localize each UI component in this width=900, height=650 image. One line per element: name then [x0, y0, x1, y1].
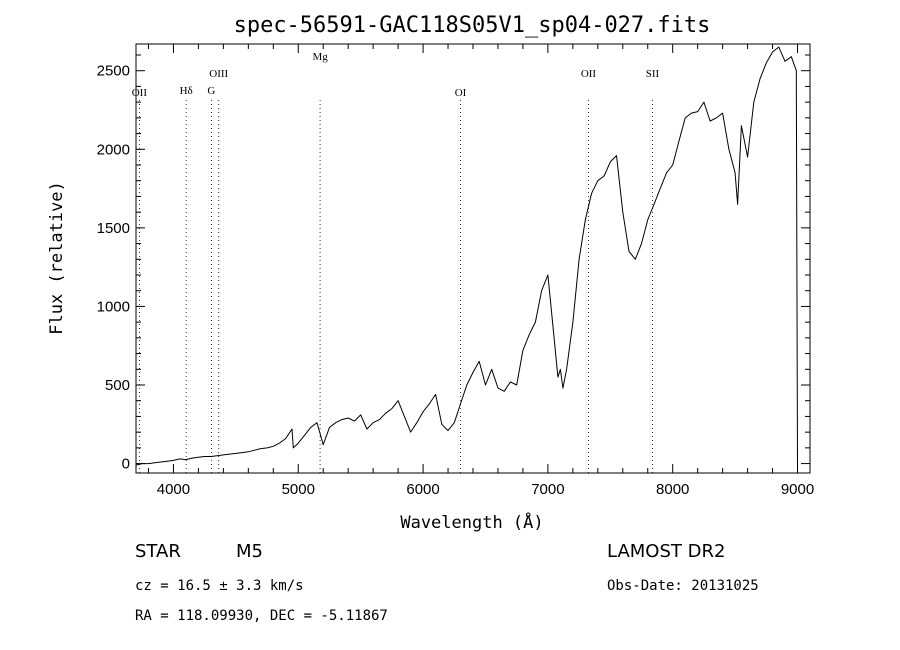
plot-area — [135, 43, 811, 474]
line-marker-label: OI — [455, 87, 467, 99]
spectrum-line — [135, 46, 798, 466]
y-tick-label: 1000 — [97, 298, 130, 315]
y-tick-label: 2000 — [97, 141, 130, 158]
line-marker-label: OII — [581, 68, 597, 80]
y-tick-label: 0 — [122, 456, 130, 473]
chart-title: spec-56591-GAC118S05V1_sp04-027.fits — [234, 13, 711, 38]
observation-date: Obs-Date: 20131025 — [607, 578, 759, 594]
y-axis-label: Flux (relative) — [47, 181, 67, 335]
x-tick-label: 7000 — [531, 481, 564, 498]
x-tick-label: 9000 — [781, 481, 814, 498]
x-tick-label: 8000 — [656, 481, 689, 498]
line-marker-label: OIII — [209, 68, 228, 80]
survey-name: LAMOST DR2 — [607, 541, 725, 562]
line-marker-label: Mg — [312, 51, 328, 63]
object-subclass: M5 — [236, 541, 263, 562]
object-type: STAR — [135, 541, 181, 562]
line-marker-label: SII — [646, 68, 660, 80]
line-marker-label: OII — [132, 87, 148, 99]
line-marker-label: Hδ — [180, 85, 193, 97]
y-tick-label: 2500 — [97, 63, 130, 80]
axis-ticks: 4000 5000 6000 7000 8000 9000 0 500 1000 1500 2000… — [97, 44, 814, 498]
line-marker-label: G — [207, 85, 215, 97]
plot-frame — [135, 43, 811, 474]
line-markers: OII Hδ OIII G Mg OI OII SII — [132, 51, 660, 473]
y-tick-label: 500 — [105, 377, 130, 394]
velocity-readout: cz = 16.5 ± 3.3 km/s — [135, 578, 304, 594]
x-axis-label: Wavelength (Å) — [400, 511, 543, 533]
x-tick-label: 6000 — [406, 481, 439, 498]
coordinates-readout: RA = 118.09930, DEC = -5.11867 — [135, 608, 388, 624]
y-tick-label: 1500 — [97, 220, 130, 237]
x-tick-label: 5000 — [282, 481, 315, 498]
x-tick-label: 4000 — [157, 481, 190, 498]
